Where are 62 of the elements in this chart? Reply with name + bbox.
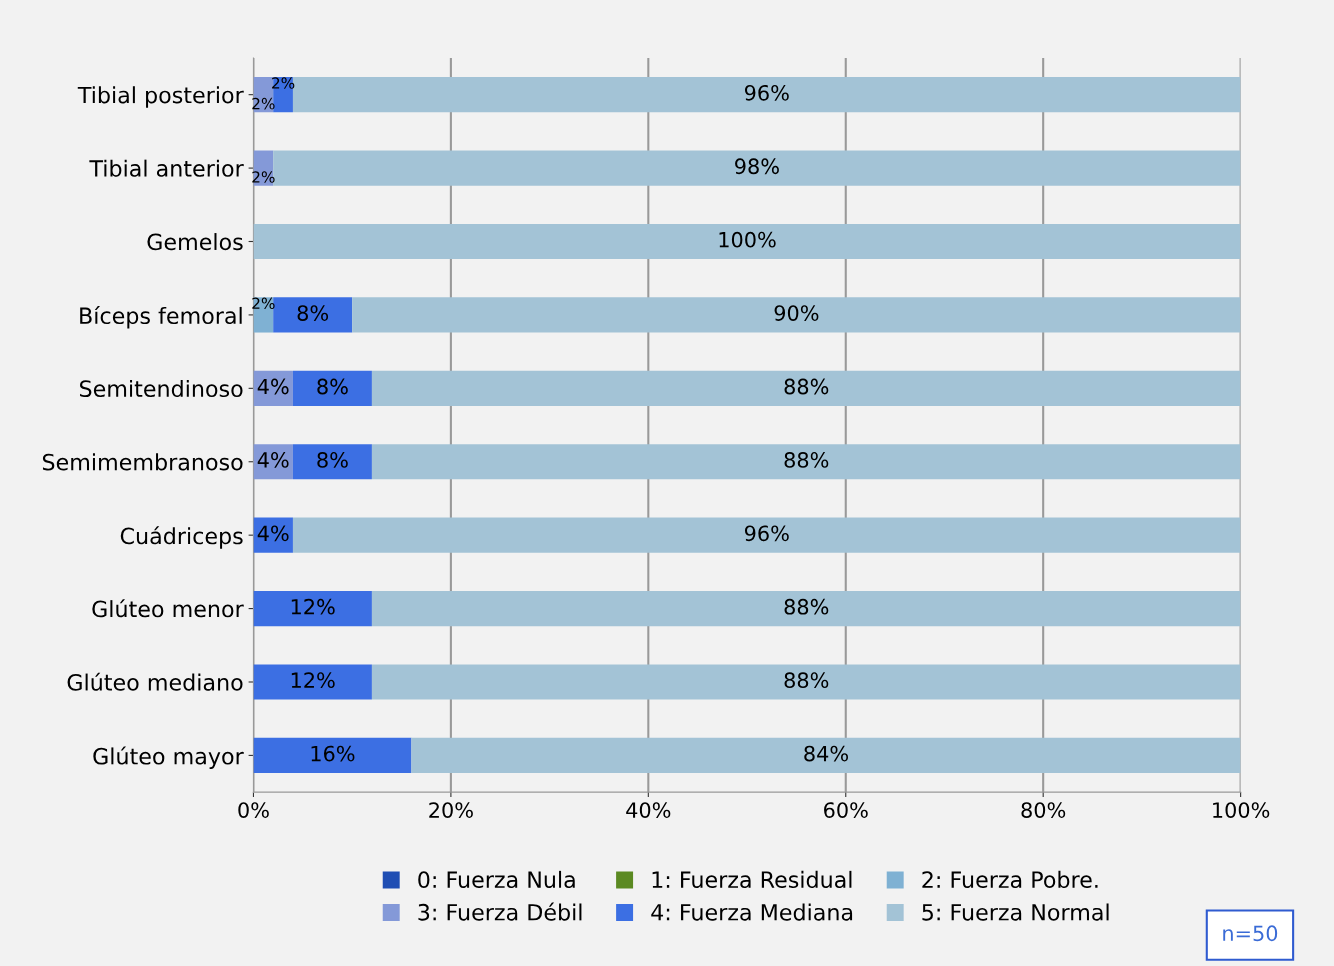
y-tick-label: Gemelos [147,233,243,251]
data-label: 88% [784,598,829,615]
data-label: 16% [311,745,355,762]
data-label: 98% [735,158,779,175]
legend-label: 0: Fuerza Nula [418,870,575,889]
legend-label: 5: Fuerza Normal [922,903,1109,921]
bar [411,737,1241,774]
y-tick-label: Semitendinoso [80,379,243,398]
data-label: 2% [252,171,275,183]
x-tick-label: 100% [1213,802,1270,818]
legend-label: 4: Fuerza Mediana [651,903,853,921]
y-tick-label: Glúteo mayor [93,746,244,769]
x-tick-label: 0% [238,802,269,818]
data-label: 2% [252,97,275,110]
x-tick-label: 40% [626,802,671,818]
y-tick-label: Glúteo mediano [67,672,243,691]
data-label: 88% [784,672,829,689]
data-label: 88% [784,452,829,468]
y-tick-label: Bíceps femoral [80,306,242,329]
bar [253,737,412,774]
bar [273,297,353,333]
data-label: 4% [257,452,289,468]
x-tick-label: 60% [824,802,868,818]
data-label: 8% [297,305,329,321]
bar [292,444,372,480]
data-label: 12% [291,672,335,689]
bar [292,370,372,406]
bar [253,664,372,700]
x-tick-label: 80% [1021,802,1066,818]
y-tick-label: Tibial anterior [89,159,244,177]
data-label: 84% [804,745,849,762]
data-label: 96% [744,525,789,542]
legend-label: 1: Fuerza Residual [652,870,852,889]
bar [253,590,372,627]
legend-label: 3: Fuerza Débil [418,902,582,921]
data-label: 12% [291,598,335,615]
bar [352,297,1241,333]
data-label: 8% [317,378,348,395]
y-tick-label: Tibial posterior [77,86,244,108]
bar [371,664,1241,700]
bar [371,444,1241,480]
data-label: 4% [257,378,289,395]
y-tick-label: Semimembranoso [42,453,243,471]
x-tick-label: 20% [429,802,473,818]
bar [253,297,274,333]
data-label: 96% [744,84,789,101]
data-label: 8% [317,452,348,468]
data-label: 100% [719,231,776,248]
bar [371,590,1241,627]
y-tick-label: Glúteo menor [92,599,244,618]
legend-label: 2: Fuerza Pobre. [922,870,1098,889]
y-tick-label: Cuádriceps [120,526,243,549]
data-label: 4% [257,525,289,542]
data-label: 2% [252,297,275,310]
data-label: 88% [784,378,829,395]
bar [292,517,1241,553]
text: n=50 [1223,925,1278,942]
bar [371,370,1241,406]
data-label: 2% [272,77,295,89]
data-label: 90% [774,305,819,321]
bar [253,223,1241,260]
bar [273,150,1241,186]
